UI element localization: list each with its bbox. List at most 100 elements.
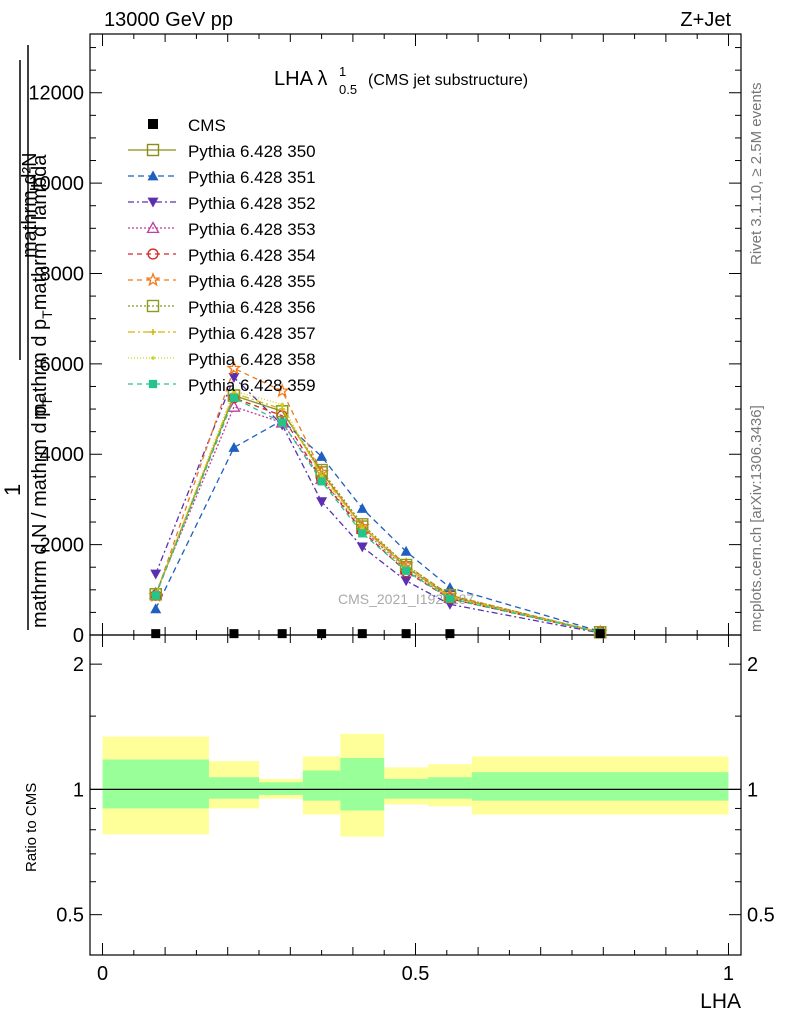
- marker-square-filled: [278, 418, 287, 427]
- legend-label: Pythia 6.428 355: [188, 272, 316, 291]
- marker-triangle-down: [316, 497, 328, 508]
- ratio-band-inner: [471, 772, 729, 801]
- analysis-watermark: CMS_2021_I1920187: [338, 591, 474, 607]
- main-ytick-label: 12000: [28, 83, 84, 105]
- ratio-band-inner: [340, 757, 385, 811]
- series-line: [155, 419, 601, 633]
- marker-small-cross: [279, 406, 286, 413]
- marker-triangle-down: [150, 569, 162, 580]
- y-label-bottom-sub: T: [39, 397, 55, 406]
- legend-item: Pythia 6.428 350: [128, 142, 316, 161]
- y-label-one: 1: [0, 484, 25, 496]
- marker-triangle-up: [150, 603, 162, 614]
- marker-cms-square: [151, 629, 161, 639]
- series-line: [155, 396, 601, 634]
- xtick-label: 1: [723, 963, 734, 985]
- legend-label: Pythia 6.428 358: [188, 350, 316, 369]
- marker-square-open: [149, 588, 162, 601]
- marker-cms-square: [357, 629, 367, 639]
- marker-cms-square: [229, 629, 239, 639]
- legend-item: Pythia 6.428 356: [128, 298, 316, 317]
- marker-cms-square: [277, 629, 287, 639]
- marker-triangle-down: [228, 373, 240, 383]
- marker-star-open: [274, 382, 290, 398]
- process-label: Z+Jet: [680, 9, 731, 31]
- series-line: [155, 394, 601, 633]
- title-sub: 0.5: [339, 82, 357, 97]
- marker-small-dot: [151, 356, 155, 360]
- main-series-group: [148, 360, 608, 639]
- series-line: [155, 392, 601, 634]
- marker-small-cross: [150, 329, 156, 335]
- x-axis-label: LHA: [700, 990, 741, 1013]
- y-label-den-main: mathrm d p: [29, 319, 51, 420]
- ratio-band-inner: [384, 778, 429, 799]
- main-ytick-label: 10000: [28, 173, 84, 195]
- legend-item: Pythia 6.428 353: [128, 220, 316, 239]
- legend-label: Pythia 6.428 357: [188, 324, 316, 343]
- main-ytick-label: 2000: [40, 535, 85, 557]
- marker-cms-square: [317, 629, 327, 639]
- xtick-label: 0.5: [402, 963, 430, 985]
- marker-square-filled: [229, 393, 239, 402]
- marker-triangle-down: [356, 542, 368, 553]
- marker-star-open: [145, 272, 161, 287]
- legend-label: Pythia 6.428 356: [188, 298, 316, 317]
- marker-triangle-open: [146, 221, 160, 234]
- marker-cms-square: [401, 629, 411, 639]
- marker-small-dot: [232, 389, 236, 393]
- marker-cms-square: [595, 629, 605, 639]
- marker-small-dot: [280, 402, 284, 407]
- marker-triangle-down: [400, 576, 412, 587]
- marker-triangle-down: [147, 197, 159, 208]
- marker-square-filled: [445, 594, 455, 603]
- series-line: [155, 367, 601, 633]
- legend-item: Pythia 6.428 354: [128, 246, 316, 265]
- legend-label: Pythia 6.428 350: [188, 142, 316, 161]
- title-main: LHA λ: [274, 68, 327, 90]
- main-ytick-label: 4000: [40, 444, 85, 466]
- legend-item: Pythia 6.428 357: [128, 324, 316, 343]
- title-sup: 1: [339, 64, 346, 79]
- marker-star-open: [226, 360, 242, 375]
- marker-triangle-up: [147, 170, 159, 181]
- ratio-ytick-label-right: 2: [747, 654, 758, 676]
- legend-item: Pythia 6.428 351: [128, 168, 316, 187]
- main-ytick-label: 6000: [40, 354, 85, 376]
- ratio-bands: [90, 733, 741, 837]
- title-text: LHA λ: [274, 68, 327, 90]
- marker-square-filled: [317, 477, 326, 486]
- ratio-ytick-label-right: 0.5: [747, 905, 775, 927]
- ratio-band-inner: [302, 770, 341, 801]
- main-ytick-label: 0: [73, 625, 84, 647]
- marker-square-open: [146, 143, 160, 157]
- legend: CMS Pythia 6.428 350 Pythia 6.428 351 Pythi…: [128, 116, 316, 395]
- marker-square-filled: [358, 529, 367, 538]
- marker-triangle-up: [356, 502, 368, 513]
- ratio-band-inner: [208, 777, 260, 799]
- legend-label: CMS: [188, 116, 226, 135]
- series-line: [155, 376, 601, 634]
- chart-title: LHA λ 1 0.5 (CMS jet substructure): [274, 64, 528, 97]
- marker-triangle-up: [228, 441, 240, 452]
- marker-cms-square: [445, 629, 455, 639]
- marker-triangle-open: [227, 399, 241, 412]
- rivet-label: Rivet 3.1.10, ≥ 2.5M events: [748, 83, 765, 266]
- y-label-den-sub: T: [39, 310, 55, 319]
- title-suffix: (CMS jet substructure): [368, 72, 528, 89]
- marker-triangle-up: [400, 545, 412, 556]
- main-plot-frame: 0 2000 4000 6000 8000 10000 12000: [28, 33, 742, 647]
- mcplots-label: mcplots.cern.ch [arXiv:1306.3436]: [748, 405, 765, 632]
- legend-label: Pythia 6.428 352: [188, 194, 316, 213]
- ratio-band-inner: [259, 782, 303, 795]
- legend-label: Pythia 6.428 353: [188, 220, 316, 239]
- marker-square-filled: [148, 379, 158, 389]
- ratio-ytick-label: 1: [73, 779, 84, 801]
- series-cms: [151, 629, 605, 639]
- legend-label: Pythia 6.428 351: [188, 168, 316, 187]
- legend-item: Pythia 6.428 352: [128, 194, 316, 213]
- ratio-ytick-label: 2: [73, 654, 84, 676]
- legend-label: Pythia 6.428 354: [188, 246, 316, 265]
- legend-item: Pythia 6.428 358: [128, 350, 316, 369]
- legend-item-cms: CMS: [148, 116, 226, 135]
